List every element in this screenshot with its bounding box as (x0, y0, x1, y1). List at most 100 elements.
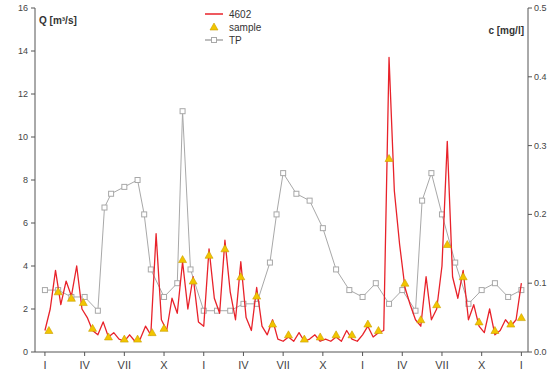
point (374, 327, 382, 334)
legend-swatch (205, 13, 223, 15)
y2-tick-label: 0.2 (534, 209, 547, 219)
point (373, 281, 378, 286)
x-tick (402, 352, 403, 356)
point (387, 301, 392, 306)
point (420, 198, 425, 203)
point (267, 260, 272, 265)
y2-tick (528, 214, 532, 215)
y2-tick-label: 0.1 (534, 278, 547, 288)
x-tick (322, 352, 323, 356)
point (274, 212, 279, 217)
point (364, 320, 372, 327)
y2-tick (528, 352, 532, 353)
point (506, 294, 511, 299)
y2-tick-label: 0.3 (534, 141, 547, 151)
point (401, 279, 409, 286)
point (479, 288, 484, 293)
point (334, 267, 339, 272)
point (281, 171, 286, 176)
x-tick-label: IV (238, 359, 249, 371)
point (429, 171, 434, 176)
point (188, 267, 193, 272)
y2-tick (528, 283, 532, 284)
y-axis-label: Q [m³/s] (39, 15, 77, 26)
y-tick-label: 12 (18, 89, 28, 99)
x-tick (44, 352, 45, 356)
x-tick (84, 352, 85, 356)
y2-tick-label: 0.0 (534, 347, 547, 357)
point (453, 260, 458, 265)
x-tick-label: IV (397, 359, 408, 371)
point (475, 318, 483, 325)
y2-tick (528, 8, 532, 9)
y-tick (31, 137, 35, 138)
point (189, 277, 197, 284)
x-tick (283, 352, 284, 356)
point (221, 245, 229, 252)
point (294, 191, 299, 196)
point (179, 256, 187, 263)
point (459, 273, 467, 280)
point (175, 281, 180, 286)
point (360, 294, 365, 299)
point (347, 288, 352, 293)
point (253, 292, 261, 299)
point (284, 331, 292, 338)
point (102, 205, 107, 210)
point (385, 155, 393, 162)
y-tick (31, 266, 35, 267)
series-1 (45, 155, 525, 343)
point (492, 281, 497, 286)
y-tick (31, 352, 35, 353)
point (507, 320, 515, 327)
point (42, 288, 47, 293)
y-tick-label: 0 (23, 347, 28, 357)
y-tick (31, 51, 35, 52)
x-tick-label: I (43, 359, 46, 371)
y2-axis (528, 8, 529, 352)
point (148, 267, 153, 272)
y-tick-label: 10 (18, 132, 28, 142)
point (180, 109, 185, 114)
point (122, 184, 127, 189)
point (491, 327, 499, 334)
y-tick (31, 94, 35, 95)
x-tick-label: I (361, 359, 364, 371)
x-tick-label: X (319, 359, 327, 371)
point (160, 324, 168, 331)
x-tick (164, 352, 165, 356)
y-tick-label: 8 (23, 175, 28, 185)
x-tick (203, 352, 204, 356)
x-tick-label: X (160, 359, 168, 371)
point (109, 191, 114, 196)
x-tick-label: I (520, 359, 523, 371)
point (316, 333, 324, 340)
y-tick-label: 4 (23, 261, 28, 271)
point (237, 273, 245, 280)
y-tick-label: 16 (18, 3, 28, 13)
point (269, 320, 277, 327)
point (162, 294, 167, 299)
point (517, 314, 525, 321)
x-tick (441, 352, 442, 356)
x-tick-label: VII (118, 359, 131, 371)
legend-label: 4602 (229, 9, 252, 20)
series-line (45, 57, 521, 341)
y2-tick (528, 145, 532, 146)
point (54, 288, 62, 295)
x-tick-label: VII (276, 359, 289, 371)
point (67, 294, 75, 301)
point (89, 324, 97, 331)
y-tick (31, 180, 35, 181)
y-tick (31, 309, 35, 310)
y-tick-label: 14 (18, 46, 28, 56)
x-tick (481, 352, 482, 356)
point (413, 308, 418, 313)
point (417, 316, 425, 323)
y-tick (31, 223, 35, 224)
point (104, 333, 112, 340)
x-tick-label: X (478, 359, 486, 371)
y2-axis-label: c [mg/l] (488, 25, 524, 36)
legend-label: TP (229, 35, 242, 46)
y-tick-label: 6 (23, 218, 28, 228)
